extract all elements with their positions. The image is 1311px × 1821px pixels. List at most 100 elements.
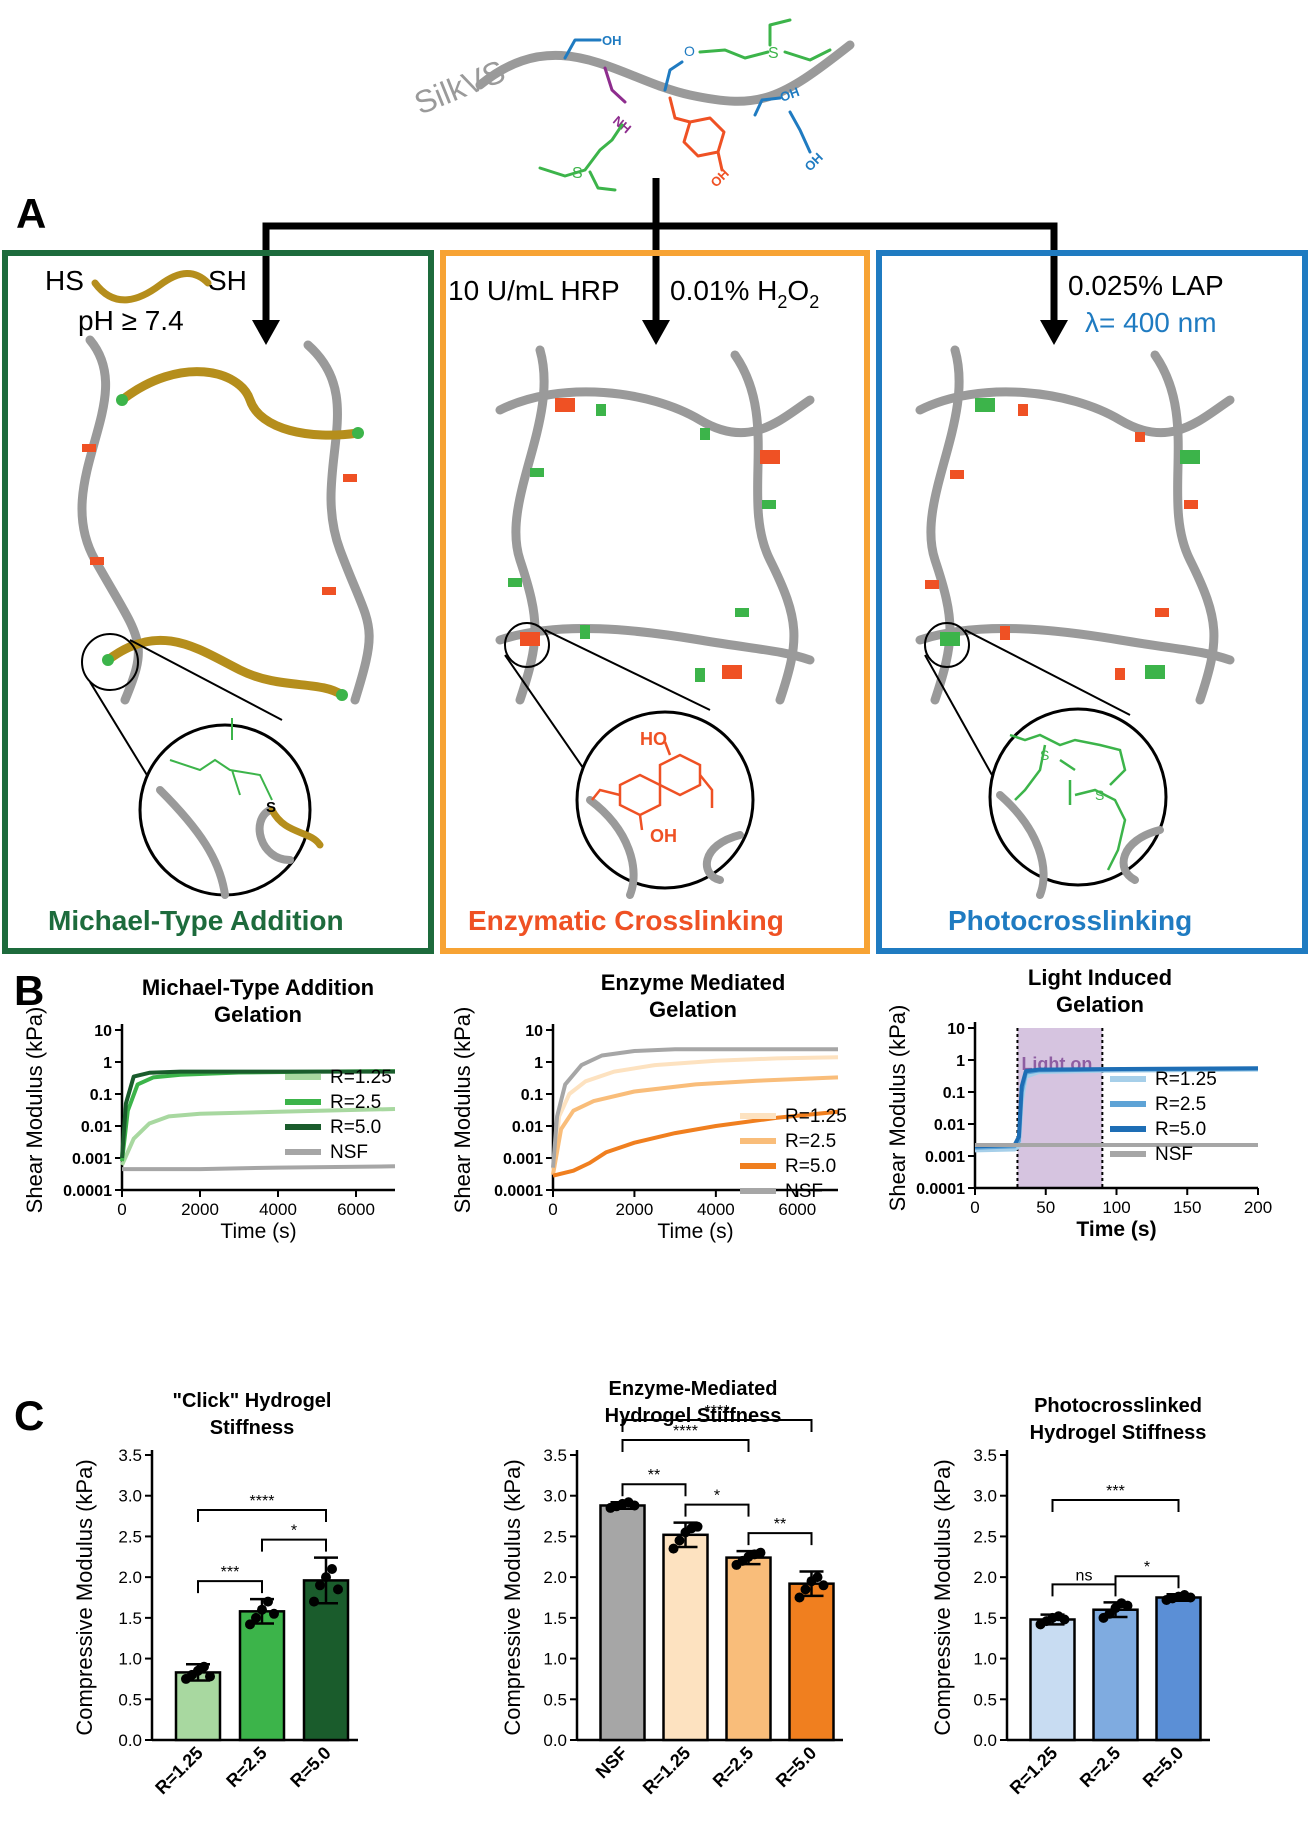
x-axis-label: Time (s) (1076, 1218, 1156, 1241)
series-line-R=2.5 (551, 1075, 839, 1176)
data-point (327, 1564, 337, 1574)
chart-title: Enzyme-Mediated (609, 1378, 778, 1400)
ether-link (663, 60, 684, 92)
x-tick-label: 100 (1102, 1198, 1130, 1217)
photo-title: Photocrosslinking (948, 905, 1192, 936)
y-tick-label: 0.0 (543, 1731, 567, 1750)
enzymatic-network (495, 345, 815, 705)
y-tick-label: 1 (103, 1055, 112, 1072)
y-tick-label: 0.5 (118, 1690, 142, 1709)
significance-bracket (261, 1538, 327, 1552)
x-tick-label: R=1.25 (639, 1743, 695, 1799)
nh-branch (603, 66, 627, 104)
y-axis-label: Compressive Modulus (kPa) (72, 1459, 97, 1735)
tyr-marker (1000, 626, 1010, 640)
bar-R=2.5 (238, 1610, 286, 1742)
silkvs-molecule: SilkVS OH NH S OH O S OH OH (409, 18, 855, 192)
michael-reagent-hs: HS (45, 265, 84, 296)
y-tick-label: 10 (947, 1021, 965, 1038)
chart-title: Stiffness (210, 1417, 294, 1439)
vs-marker (735, 608, 749, 617)
tyr-marker (950, 470, 964, 479)
panel-c-charts: "Click" Hydrogel Stiffness 3.5 3.0 2.5 2.0 1.5… (72, 1378, 1210, 1798)
significance-label: * (291, 1523, 297, 1540)
tyr-marker (1135, 432, 1145, 442)
chart-title: Photocrosslinked (1034, 1395, 1202, 1417)
y-tick-label: 0.0001 (63, 1183, 112, 1200)
photo-zoom-s1: S (1040, 747, 1049, 763)
data-point (1122, 1600, 1133, 1611)
data-point (818, 1580, 829, 1591)
chart-title: Hydrogel Stiffness (1030, 1422, 1207, 1444)
y-tick-label: 0.0 (973, 1731, 997, 1750)
panel-b-charts: Michael-Type AdditionGelation1010.10.010… (22, 965, 1272, 1243)
panel-b: B (14, 967, 44, 1014)
y-tick-label: 1 (534, 1055, 543, 1072)
data-point (309, 1596, 319, 1607)
x-tick-label: 4000 (259, 1200, 297, 1219)
vs-crosslink-marker (940, 632, 960, 646)
data-point (629, 1500, 640, 1511)
significance-label: **** (673, 1423, 698, 1440)
vs-branch-left (538, 123, 624, 192)
arrow-head-michael (252, 320, 280, 345)
significance-bracket (197, 1509, 327, 1522)
michael-network (77, 335, 374, 705)
series-line-R=1.25 (551, 1055, 839, 1175)
significance-bracket (684, 1503, 750, 1517)
y-tick-label: 0.001 (925, 1149, 965, 1166)
enzymatic-zoom: HO OH (504, 622, 755, 899)
significance-bracket (1114, 1575, 1180, 1589)
bar-R=5.0 (788, 1582, 835, 1742)
michael-frame (2, 250, 434, 954)
chart-title: Gelation (214, 1002, 302, 1027)
y-tick-label: 2.0 (118, 1568, 142, 1587)
y-tick-label: 0.5 (543, 1690, 567, 1709)
tyr-marker (322, 587, 336, 595)
panel-c: C (14, 1392, 44, 1439)
x-tick-label: R=2.5 (222, 1743, 270, 1791)
y-tick-label: 2.5 (543, 1527, 567, 1546)
dityrosine-marker (760, 450, 780, 464)
x-axis-label: Time (s) (657, 1220, 733, 1243)
michael-junction (116, 394, 128, 406)
vs-s-right: S (768, 45, 779, 62)
y-tick-label: 1.5 (543, 1609, 567, 1628)
y-tick-label: 3.0 (543, 1487, 567, 1506)
chart-title: Enzyme Mediated (601, 970, 786, 995)
x-tick-label: 6000 (337, 1200, 375, 1219)
y-tick-label: 10 (525, 1023, 543, 1040)
vs-crosslink-marker (1145, 665, 1165, 679)
panel-b-label: B (14, 967, 44, 1014)
bar-R=1.25 (1029, 1618, 1076, 1742)
y-tick-label: 0.001 (503, 1151, 543, 1168)
enzymatic-title: Enzymatic Crosslinking (468, 905, 784, 936)
data-point (755, 1547, 766, 1558)
x-tick-label: 200 (1244, 1198, 1272, 1217)
michael-zoom-s: S (266, 799, 276, 816)
series-line-R=5.0 (552, 1109, 839, 1178)
x-tick-label: 0 (117, 1200, 126, 1219)
light-on-region (1017, 1028, 1103, 1188)
dityrosine-marker (520, 632, 540, 646)
y-tick-label: 0.01 (934, 1117, 965, 1134)
significance-bracket (747, 1532, 813, 1546)
data-point (1185, 1592, 1196, 1603)
y-tick-label: 0.1 (521, 1087, 543, 1104)
significance-label: * (1144, 1559, 1150, 1576)
vs-marker (596, 404, 606, 416)
x-tick-label: 0 (970, 1198, 979, 1217)
data-point (205, 1671, 215, 1682)
legend-label: R=1.25 (1155, 1069, 1217, 1090)
y-axis-label: Shear Modulus (kPa) (22, 1007, 47, 1214)
y-tick-label: 2.5 (118, 1527, 142, 1546)
legend-label: R=5.0 (785, 1156, 836, 1177)
compressive-chart-2: Enzyme-Mediated Hydrogel Stiffness 3.5 3.0 2… (500, 1378, 843, 1798)
oh-label-3: OH (802, 150, 826, 174)
vs-s-left: S (572, 165, 583, 182)
y-axis-label: Compressive Modulus (kPa) (500, 1459, 525, 1735)
x-tick-label: 6000 (778, 1200, 816, 1219)
y-tick-label: 2.0 (543, 1568, 567, 1587)
y-axis-label: Shear Modulus (kPa) (885, 1005, 910, 1212)
